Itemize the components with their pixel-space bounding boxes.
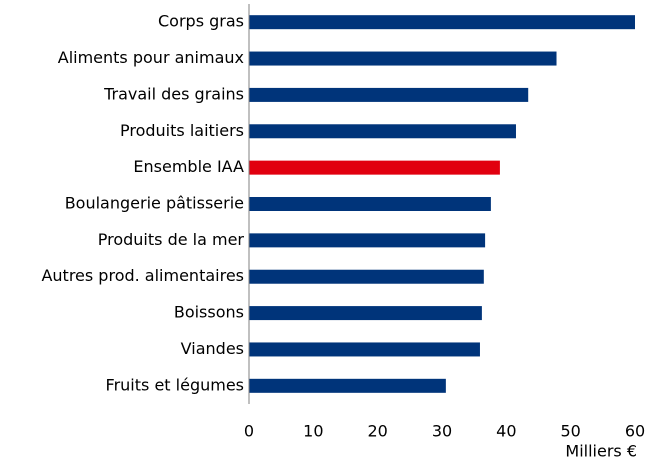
x-tick-label: 50	[560, 422, 580, 441]
y-tick-label: Ensemble IAA	[133, 157, 244, 176]
x-tick-label: 20	[367, 422, 387, 441]
bar	[249, 124, 516, 139]
x-tick-label: 30	[432, 422, 452, 441]
y-tick-label: Travail des grains	[103, 84, 244, 103]
x-axis-label: Milliers €	[565, 442, 637, 460]
bar	[249, 51, 557, 66]
x-tick-label: 10	[303, 422, 323, 441]
bar	[249, 233, 486, 248]
x-tick-label: 60	[625, 422, 645, 441]
bar	[249, 15, 635, 30]
bar	[249, 160, 500, 175]
bar	[249, 342, 480, 357]
bar	[249, 269, 484, 284]
y-tick-label: Produits laitiers	[120, 121, 244, 140]
x-tick-label: 0	[244, 422, 254, 441]
y-tick-label: Corps gras	[158, 12, 244, 31]
y-tick-label: Fruits et légumes	[106, 375, 244, 394]
bar	[249, 306, 482, 321]
y-tick-label: Viandes	[181, 339, 244, 358]
y-tick-label: Autres prod. alimentaires	[41, 266, 244, 285]
y-tick-label: Produits de la mer	[98, 230, 245, 249]
x-tick-label: 40	[496, 422, 516, 441]
bar	[249, 197, 491, 211]
y-tick-label: Aliments pour animaux	[58, 48, 244, 67]
y-tick-label: Boulangerie pâtisserie	[65, 194, 244, 213]
bar	[249, 378, 446, 393]
bar	[249, 87, 529, 102]
y-tick-label: Boissons	[174, 303, 244, 322]
